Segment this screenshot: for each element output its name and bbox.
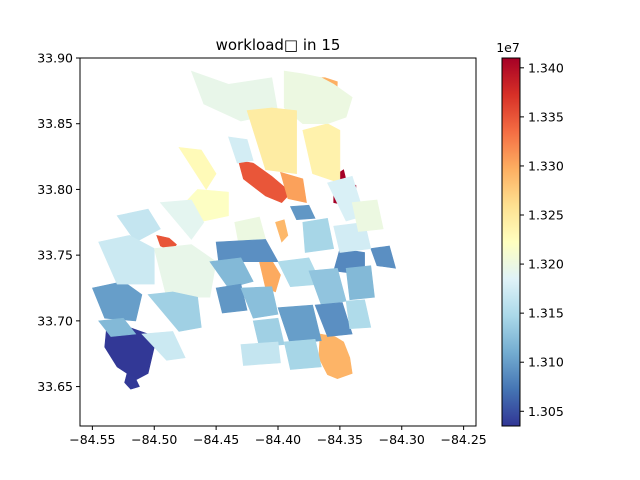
x-tick-label: −84.50 bbox=[131, 432, 177, 447]
x-axis: −84.55 −84.50 −84.45 −84.40 −84.35 −84.30 −84.… bbox=[69, 426, 487, 447]
map-region bbox=[141, 331, 186, 361]
map-region bbox=[302, 217, 335, 253]
map-region bbox=[159, 199, 205, 240]
y-axis: 33.65 33.70 33.75 33.80 33.85 33.90 bbox=[37, 51, 80, 394]
colorbar-tick-label: 1.335 bbox=[528, 109, 564, 124]
colorbar-tick-label: 1.330 bbox=[528, 158, 564, 173]
colorbar-tick-label: 1.310 bbox=[528, 355, 564, 370]
y-tick-label: 33.85 bbox=[37, 116, 73, 131]
map-region bbox=[228, 136, 254, 164]
y-tick-label: 33.90 bbox=[37, 51, 73, 66]
map-regions-layer bbox=[91, 70, 397, 390]
map-region bbox=[302, 123, 341, 184]
colorbar-tick-label: 1.305 bbox=[528, 404, 564, 419]
colorbar-tick-label: 1.340 bbox=[528, 60, 564, 75]
colorbar-offset-label: 1e7 bbox=[496, 40, 520, 55]
y-tick-label: 33.80 bbox=[37, 182, 73, 197]
map-region bbox=[314, 302, 353, 337]
x-tick-label: −84.25 bbox=[440, 432, 486, 447]
map-region bbox=[124, 373, 140, 390]
colorbar bbox=[502, 58, 520, 426]
map-region bbox=[98, 317, 137, 337]
colorbar-tick-label: 1.320 bbox=[528, 257, 564, 272]
map-region bbox=[246, 107, 297, 175]
map-region bbox=[215, 283, 248, 314]
chart-title: workload□ in 15 bbox=[216, 36, 341, 54]
y-tick-label: 33.75 bbox=[37, 248, 73, 263]
map-region bbox=[318, 333, 353, 380]
colorbar-axis: 1.305 1.310 1.315 1.320 1.325 1.330 1.335 1.340 bbox=[520, 60, 564, 419]
map-region bbox=[370, 245, 397, 269]
map-region bbox=[280, 171, 307, 203]
x-tick-label: −84.30 bbox=[379, 432, 425, 447]
map-region bbox=[289, 204, 316, 221]
map-region bbox=[209, 257, 254, 289]
colorbar-tick-label: 1.325 bbox=[528, 208, 564, 223]
map-region bbox=[178, 147, 217, 190]
map-region bbox=[252, 317, 285, 348]
map-region bbox=[283, 338, 322, 370]
y-tick-label: 33.65 bbox=[37, 379, 73, 394]
map-region bbox=[345, 265, 375, 301]
x-tick-label: −84.55 bbox=[69, 432, 115, 447]
map-region bbox=[240, 341, 281, 366]
y-tick-label: 33.70 bbox=[37, 313, 73, 328]
x-tick-label: −84.35 bbox=[317, 432, 363, 447]
colorbar-tick-label: 1.315 bbox=[528, 306, 564, 321]
map-region bbox=[153, 244, 217, 298]
map-region bbox=[275, 219, 289, 243]
map-region bbox=[277, 304, 322, 345]
x-tick-label: −84.40 bbox=[255, 432, 301, 447]
map-region bbox=[345, 299, 372, 330]
map-region bbox=[98, 235, 155, 285]
map-region bbox=[116, 208, 161, 243]
colorbar-frame bbox=[501, 57, 521, 427]
map-region bbox=[147, 291, 202, 332]
map-region bbox=[351, 199, 384, 232]
map-region bbox=[240, 286, 279, 319]
x-tick-label: −84.45 bbox=[193, 432, 239, 447]
